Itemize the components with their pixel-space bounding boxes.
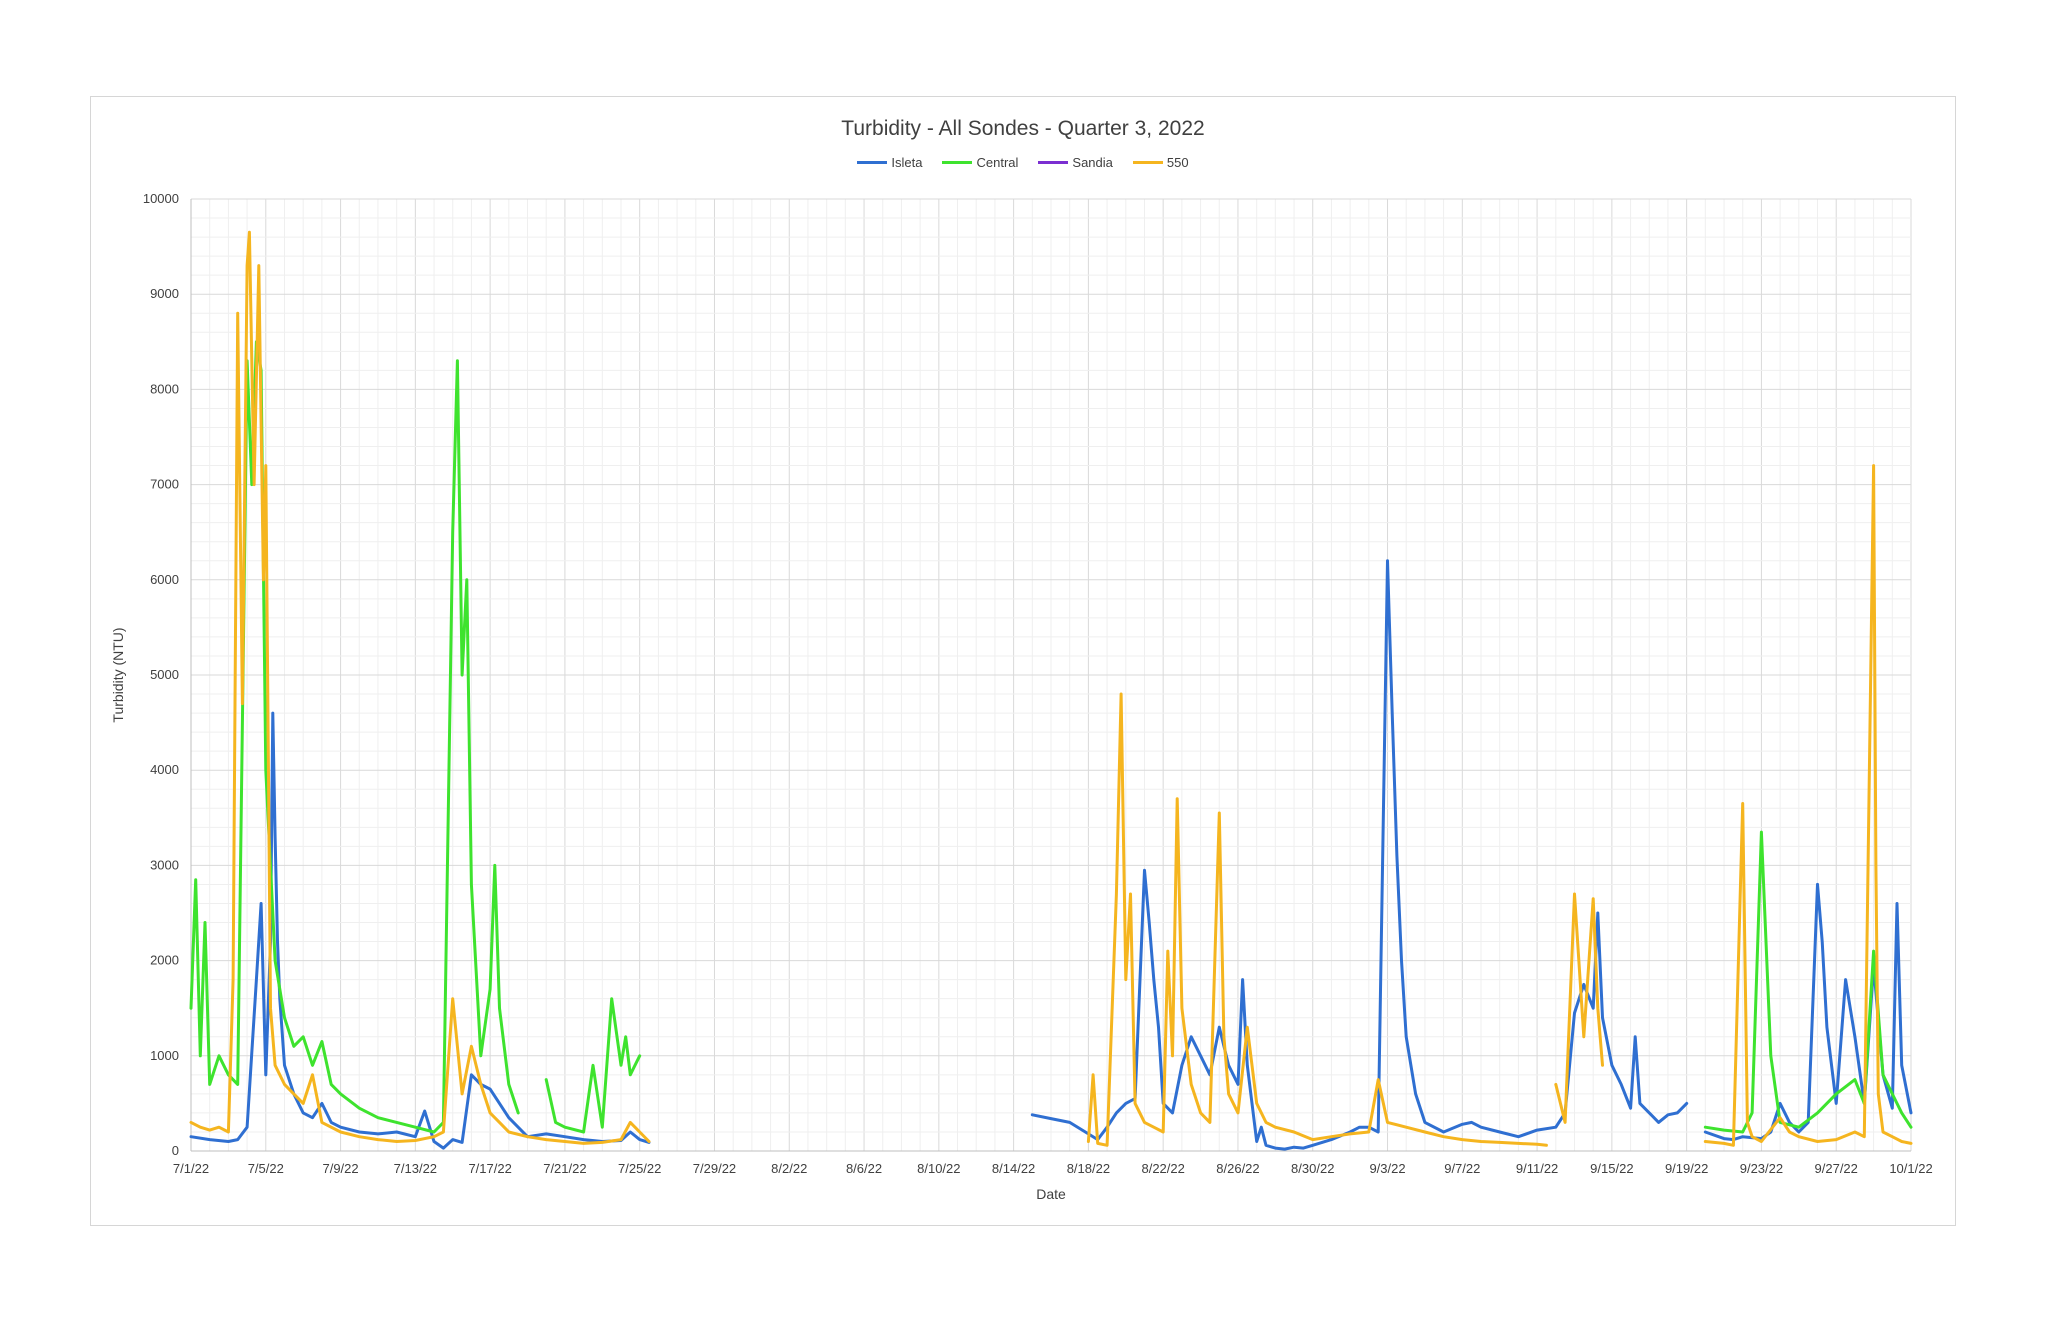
- x-tick-label: 8/22/22: [1141, 1161, 1184, 1176]
- chart-title: Turbidity - All Sondes - Quarter 3, 2022: [841, 117, 1205, 140]
- x-tick-label: 8/18/22: [1067, 1161, 1110, 1176]
- legend: Isleta Central Sandia 550: [91, 155, 1955, 170]
- x-axis-title: Date: [1036, 1186, 1066, 1202]
- legend-item-sandia: Sandia: [1038, 155, 1113, 170]
- legend-swatch: [942, 161, 973, 164]
- x-tick-label: 7/25/22: [618, 1161, 661, 1176]
- series-line-550: [1703, 464, 1913, 1147]
- y-tick-label: 1000: [150, 1048, 179, 1063]
- legend-label: Central: [976, 155, 1019, 170]
- x-tick-label: 8/10/22: [917, 1161, 960, 1176]
- x-tick-label: 9/27/22: [1815, 1161, 1858, 1176]
- series-line-550: [1086, 692, 1548, 1147]
- series-line-isleta: [1030, 559, 1689, 1151]
- series-line-isleta: [189, 711, 651, 1150]
- legend-label: Isleta: [891, 155, 923, 170]
- chart-frame: Turbidity - All Sondes - Quarter 3, 2022…: [90, 96, 1956, 1226]
- x-tick-label: 9/7/22: [1444, 1161, 1480, 1176]
- x-tick-label: 9/3/22: [1369, 1161, 1405, 1176]
- y-tick-label: 9000: [150, 286, 179, 301]
- x-tick-label: 8/2/22: [771, 1161, 807, 1176]
- legend-item-isleta: Isleta: [857, 155, 922, 170]
- x-tick-label: 9/15/22: [1590, 1161, 1633, 1176]
- legend-item-550: 550: [1132, 155, 1189, 170]
- x-tick-label: 8/6/22: [846, 1161, 882, 1176]
- series-line-550: [1554, 892, 1604, 1124]
- series-line-central: [1703, 830, 1913, 1134]
- y-tick-label: 0: [172, 1143, 179, 1158]
- x-tick-label: 9/11/22: [1516, 1161, 1558, 1176]
- x-tick-label: 7/9/22: [322, 1161, 358, 1176]
- x-tick-label: 8/26/22: [1216, 1161, 1259, 1176]
- series-line-central: [544, 997, 642, 1134]
- x-tick-label: 10/1/22: [1889, 1161, 1932, 1176]
- legend-swatch: [857, 161, 888, 164]
- y-tick-label: 7000: [150, 477, 179, 492]
- x-tick-label: 7/17/22: [468, 1161, 511, 1176]
- y-tick-label: 4000: [150, 762, 179, 777]
- y-tick-label: 5000: [150, 667, 179, 682]
- y-tick-label: 8000: [150, 381, 179, 396]
- y-tick-label: 6000: [150, 572, 179, 587]
- x-tick-label: 7/21/22: [543, 1161, 586, 1176]
- legend-swatch: [1132, 161, 1163, 164]
- legend-item-central: Central: [942, 155, 1018, 170]
- y-tick-label: 3000: [150, 857, 179, 872]
- legend-swatch: [1038, 161, 1069, 164]
- y-tick-label: 10000: [143, 191, 179, 206]
- x-tick-label: 8/30/22: [1291, 1161, 1334, 1176]
- x-tick-label: 7/29/22: [693, 1161, 736, 1176]
- x-tick-label: 7/5/22: [248, 1161, 284, 1176]
- x-tick-label: 9/23/22: [1740, 1161, 1783, 1176]
- x-tick-label: 8/14/22: [992, 1161, 1035, 1176]
- series-line-550: [189, 230, 651, 1145]
- x-tick-label: 7/13/22: [394, 1161, 437, 1176]
- y-tick-label: 2000: [150, 953, 179, 968]
- legend-label: Sandia: [1072, 155, 1113, 170]
- y-axis-title: Turbidity (NTU): [110, 627, 126, 722]
- plot-area: 0 1000 2000 3000 4000 5000 6000 7000 8000 9000 100…: [110, 191, 1933, 1202]
- x-tick-label: 9/19/22: [1665, 1161, 1708, 1176]
- x-tick-label: 7/1/22: [173, 1161, 209, 1176]
- legend-label: 550: [1166, 155, 1189, 170]
